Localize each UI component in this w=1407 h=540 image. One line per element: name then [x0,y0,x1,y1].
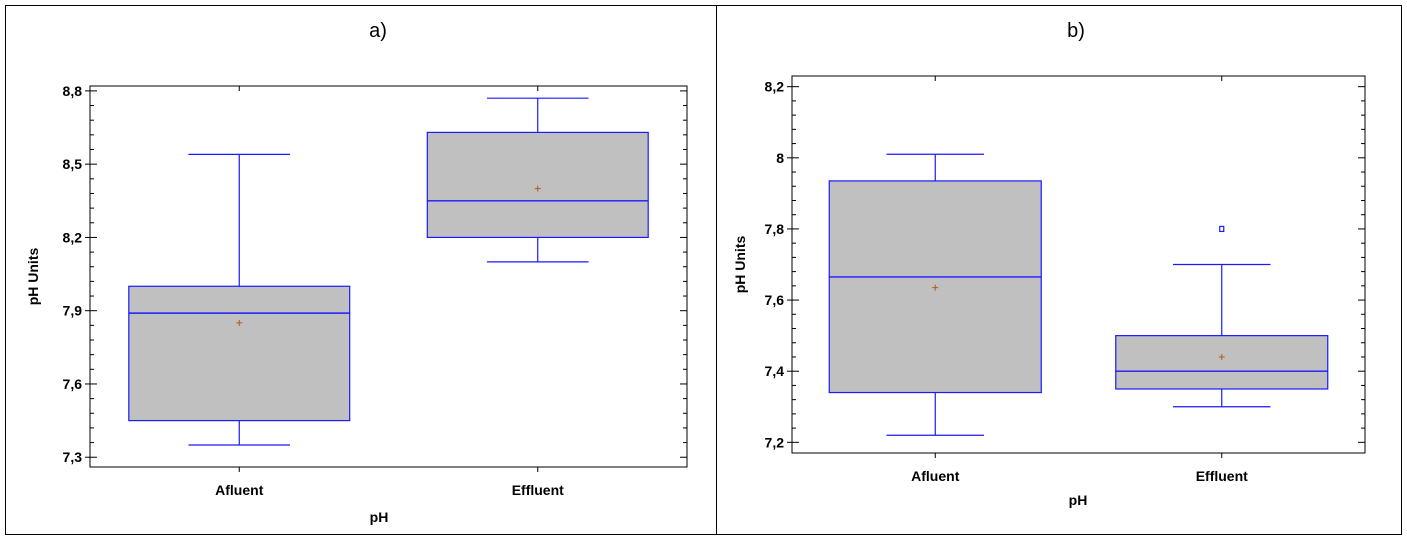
panel-b-label: b) [1067,20,1085,42]
panel-a-x-tick-label: Effluent [512,482,564,498]
panel-b-x-tick-label: Effluent [1196,468,1248,484]
figure-frame [5,5,1402,535]
iqr-box [1115,335,1329,390]
panel-b-y-tick-label: 8 [776,150,784,166]
panel-a-y-tick-label: 7,9 [63,303,83,319]
panel-divider [716,5,717,535]
panel-b-y-axis-title: pH Units [732,236,748,294]
panel-b-y-tick-label: 7,4 [765,363,785,379]
panel-a-y-tick-label: 8,2 [63,229,83,245]
panel-a-label: a) [369,20,387,42]
panel-a-y-axis-title: pH Units [25,248,41,306]
outlier-point [1219,225,1225,233]
panel-b-x-tick-label: Afluent [911,468,960,484]
panel-a-box-effluent [426,97,649,263]
panel-a-y-tick-label: 7,6 [63,376,83,392]
panel-a-x-axis-title: pH [370,509,389,525]
iqr-box [426,131,649,239]
panel-b-y-tick-label: 8,2 [765,79,785,95]
panel-b-y-tick-label: 7,2 [765,434,785,450]
panel-a-chart: 7,3 7,6 7,9 8,2 8,5 8,8 Afluent Effluent pH pH Un… [25,83,688,525]
panel-b-box-afluent [828,153,1042,436]
panel-a-plot-area [89,85,688,468]
panel-b-x-axis-title: pH [1069,492,1088,508]
iqr-box [128,285,351,422]
panel-b-y-tick-label: 7,6 [765,292,785,308]
panel-b-y-tick-label: 7,8 [765,221,785,237]
panel-a-x-tick-label: Afluent [215,482,264,498]
panel-a-y-tick-label: 8,8 [63,83,83,99]
panel-a-y-tick-label: 8,5 [63,156,83,172]
panel-b-plot-area [791,75,1366,454]
panel-b-chart: 7,2 7,4 7,6 7,8 8 8,2 Afluent Effluent pH pH Unit… [732,75,1366,508]
panel-b-box-effluent [1115,225,1329,408]
panel-a-y-tick-label: 7,3 [63,449,83,465]
panel-a-box-afluent [128,153,351,446]
